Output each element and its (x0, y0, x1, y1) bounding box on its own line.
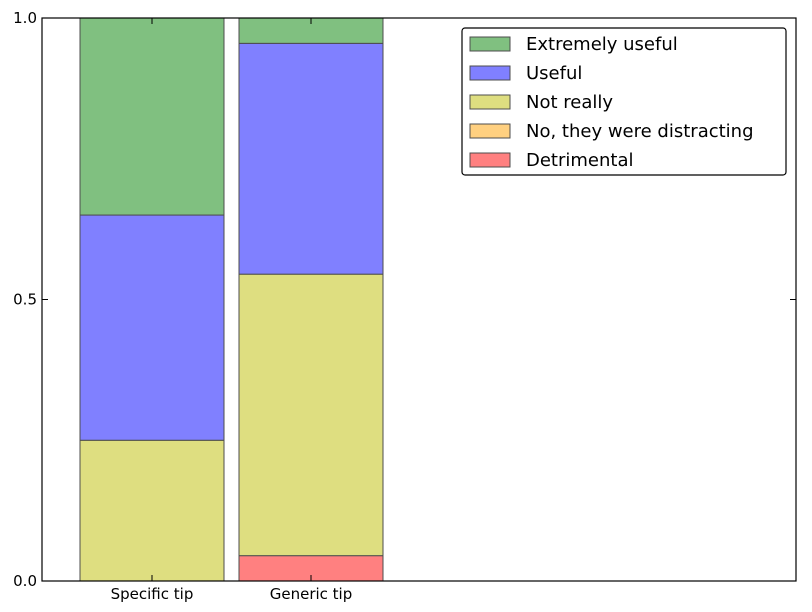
x-tick-label: Specific tip (111, 585, 194, 603)
bars-layer (79, 17, 384, 582)
legend-swatch (469, 152, 511, 168)
legend-swatch (469, 36, 511, 52)
bar-segment-specific-tip-not-really (79, 439, 225, 582)
legend-label: Not really (526, 92, 613, 113)
legend-label: Detrimental (526, 150, 634, 171)
legend-label: Useful (526, 63, 582, 84)
ticks-layer: 0.0 0.5 1.0 Specific tip Generic tip (13, 9, 796, 603)
bar-segment-specific-tip-useful (79, 214, 225, 441)
y-tick-label: 1.0 (13, 9, 37, 27)
x-tick-label: Generic tip (270, 585, 353, 603)
legend: Extremely useful Useful Not really No, they… (461, 27, 787, 176)
bar-segment-specific-tip-extremely-useful (79, 17, 225, 216)
y-tick-label: 0.0 (13, 572, 37, 590)
bar-segment-generic-tip-useful (238, 42, 384, 275)
bar-segment-generic-tip-not-really (238, 273, 384, 557)
y-tick-label: 0.5 (13, 291, 37, 309)
legend-box (461, 27, 787, 176)
legend-swatch (469, 94, 511, 110)
legend-label: No, they were distracting (526, 121, 754, 142)
legend-label: Extremely useful (526, 34, 678, 55)
legend-swatch (469, 65, 511, 81)
legend-swatch (469, 123, 511, 139)
